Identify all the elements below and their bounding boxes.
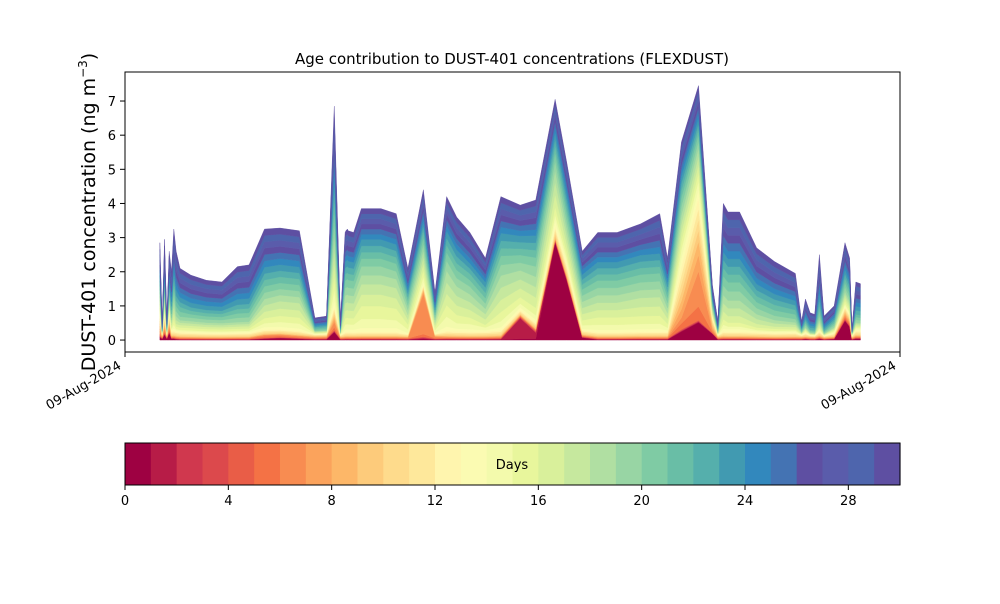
- colorbar-swatch-26: [796, 443, 824, 485]
- colorbar-swatch-17: [564, 443, 591, 485]
- colorbar-swatch-16: [538, 443, 565, 485]
- colorbar-tick-label: 12: [427, 494, 444, 509]
- colorbar-swatch-7: [305, 443, 333, 485]
- colorbar: [125, 443, 901, 485]
- colorbar-swatch-0: [125, 443, 152, 485]
- colorbar-swatch-19: [615, 443, 643, 485]
- y-tick-label: 4: [108, 197, 116, 212]
- colorbar-tick-label: 28: [840, 494, 857, 509]
- colorbar-swatch-11: [409, 443, 436, 485]
- colorbar-swatch-23: [719, 443, 746, 485]
- colorbar-label: Days: [496, 458, 529, 473]
- x-axis: 09-Aug-2024 09-Aug-2024: [44, 352, 901, 414]
- colorbar-swatch-9: [357, 443, 384, 485]
- colorbar-swatch-28: [848, 443, 875, 485]
- chart-title: Age contribution to DUST-401 concentrati…: [295, 50, 729, 68]
- colorbar-swatch-6: [280, 443, 307, 485]
- stacked-area-layers: [159, 85, 861, 341]
- colorbar-tick-label: 20: [633, 494, 650, 509]
- y-axis: 0 1 2 3 4 5 6 7: [108, 95, 125, 349]
- y-axis-label-close: ): [78, 53, 100, 60]
- colorbar-swatch-18: [590, 443, 617, 485]
- colorbar-swatch-20: [641, 443, 669, 485]
- colorbar-swatch-5: [254, 443, 281, 485]
- colorbar-swatch-14: [486, 443, 514, 485]
- colorbar-swatch-15: [512, 443, 539, 485]
- colorbar-tick-label: 16: [530, 494, 547, 509]
- colorbar-swatch-8: [331, 443, 359, 485]
- colorbar-tick-label: 4: [224, 494, 232, 509]
- colorbar-swatch-1: [150, 443, 178, 485]
- colorbar-tick-label: 24: [737, 494, 754, 509]
- colorbar-tick-label: 8: [328, 494, 336, 509]
- colorbar-swatch-22: [693, 443, 720, 485]
- y-tick-label: 5: [108, 163, 116, 178]
- colorbar-swatch-3: [202, 443, 229, 485]
- plot-frame: [124, 71, 901, 353]
- y-tick-label: 0: [108, 334, 116, 349]
- colorbar-swatch-29: [874, 443, 901, 485]
- colorbar-ticks: 0 4 8 12 16 20 24 28: [121, 485, 857, 509]
- y-tick-label: 3: [108, 232, 116, 247]
- y-axis-label: DUST-401 concentration (ng m−3): [76, 53, 100, 371]
- colorbar-tick-label: 0: [121, 494, 129, 509]
- y-tick-label: 1: [108, 300, 116, 315]
- colorbar-swatch-13: [460, 443, 488, 485]
- colorbar-swatch-24: [745, 443, 772, 485]
- colorbar-swatch-2: [176, 443, 204, 485]
- y-axis-label-superscript: −3: [76, 60, 90, 78]
- colorbar-swatch-12: [435, 443, 462, 485]
- colorbar-swatch-27: [822, 443, 849, 485]
- colorbar-swatch-25: [770, 443, 798, 485]
- y-tick-label: 6: [108, 129, 116, 144]
- y-tick-label: 7: [108, 95, 116, 110]
- colorbar-frame: [124, 442, 901, 486]
- y-tick-label: 2: [108, 266, 116, 281]
- x-tick-label-end: 09-Aug-2024: [819, 358, 899, 413]
- colorbar-swatch-21: [667, 443, 694, 485]
- area-layer-day-29: [159, 85, 861, 331]
- y-axis-label-text: DUST-401 concentration (ng m: [78, 78, 100, 371]
- colorbar-swatch-10: [383, 443, 410, 485]
- colorbar-swatch-4: [228, 443, 255, 485]
